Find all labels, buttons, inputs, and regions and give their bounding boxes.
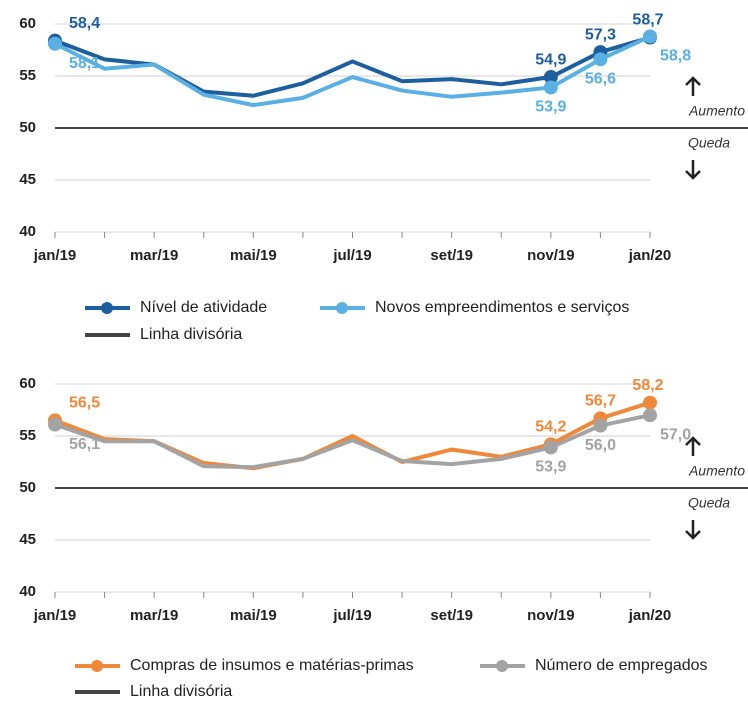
y-tick-label: 45 (19, 531, 36, 548)
x-tick-label: mai/19 (230, 607, 277, 624)
y-tick-label: 50 (19, 119, 36, 136)
value-label: 56,7 (585, 393, 616, 410)
point (543, 80, 558, 95)
value-label: 57,0 (660, 426, 691, 443)
x-tick-label: mai/19 (230, 247, 277, 264)
value-label: 58,1 (69, 55, 100, 72)
arrow-up (685, 436, 701, 456)
legend-label: Nível de atividade (140, 299, 267, 316)
annotation: Queda (688, 135, 730, 151)
value-label: 56,1 (69, 436, 100, 453)
arrow-down (685, 520, 701, 540)
x-tick-label: nov/19 (527, 607, 575, 624)
legend-marker (91, 660, 103, 672)
arrow-down (685, 160, 701, 180)
value-label: 53,9 (535, 99, 566, 116)
point (593, 418, 608, 433)
point (643, 29, 657, 44)
legend-marker (336, 302, 348, 314)
value-label: 58,4 (69, 15, 100, 32)
y-tick-label: 40 (19, 223, 36, 240)
x-tick-label: jan/19 (33, 607, 77, 624)
x-tick-label: jan/19 (33, 247, 77, 264)
legend-label: Compras de insumos e matérias-primas (130, 657, 414, 674)
point (543, 70, 558, 85)
point (543, 440, 558, 455)
y-tick-label: 60 (19, 375, 36, 392)
y-tick-label: 60 (19, 15, 36, 32)
value-label: 54,2 (535, 419, 566, 436)
value-label: 58,2 (632, 377, 663, 394)
value-label: 54,9 (535, 51, 566, 68)
annotation: Aumento (688, 463, 745, 479)
x-tick-label: set/19 (430, 607, 473, 624)
legend-label: Linha divisória (140, 326, 242, 343)
arrow-up (685, 76, 701, 96)
legend-marker (496, 660, 508, 672)
x-tick-label: jul/19 (332, 247, 371, 264)
y-tick-label: 55 (19, 67, 36, 84)
point (593, 52, 608, 67)
x-tick-label: jul/19 (332, 607, 371, 624)
y-tick-label: 40 (19, 583, 36, 600)
x-tick-label: jan/20 (628, 247, 672, 264)
y-tick-label: 50 (19, 479, 36, 496)
value-label: 57,3 (585, 26, 616, 43)
value-label: 53,9 (535, 459, 566, 476)
point (643, 395, 657, 410)
legend-label: Novos empreendimentos e serviços (375, 299, 629, 316)
x-tick-label: set/19 (430, 247, 473, 264)
legend-label: Linha divisória (130, 683, 232, 700)
point (48, 417, 62, 432)
point (643, 408, 657, 423)
y-tick-label: 45 (19, 171, 36, 188)
value-label: 56,0 (585, 437, 616, 454)
x-tick-label: mar/19 (130, 247, 178, 264)
legend-marker (101, 302, 113, 314)
point (48, 36, 62, 51)
y-tick-label: 55 (19, 427, 36, 444)
annotation: Queda (688, 495, 730, 511)
x-tick-label: nov/19 (527, 247, 575, 264)
value-label: 56,5 (69, 395, 100, 412)
x-tick-label: mar/19 (130, 607, 178, 624)
annotation: Aumento (688, 103, 745, 119)
value-label: 58,8 (660, 48, 691, 65)
x-tick-label: jan/20 (628, 607, 672, 624)
legend-label: Número de empregados (535, 657, 708, 674)
value-label: 58,7 (632, 12, 663, 29)
value-label: 56,6 (585, 71, 616, 88)
